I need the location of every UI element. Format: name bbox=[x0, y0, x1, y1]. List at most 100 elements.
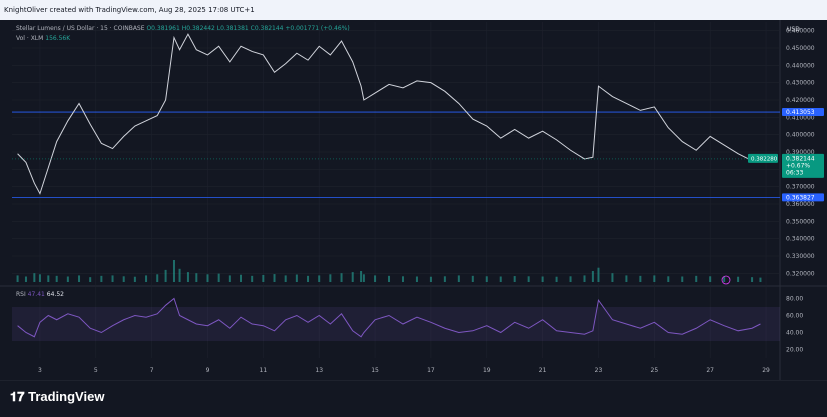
volume-bar bbox=[55, 275, 58, 282]
attribution-text: KnightOliver created with TradingView.co… bbox=[4, 6, 255, 14]
volume-bar bbox=[541, 276, 544, 282]
volume-bar bbox=[681, 276, 684, 282]
volume-bar bbox=[273, 274, 276, 282]
volume-bar bbox=[172, 260, 175, 282]
volume-bar bbox=[639, 275, 642, 282]
volume-bar bbox=[78, 275, 81, 282]
attribution-bar: KnightOliver created with TradingView.co… bbox=[0, 0, 827, 20]
time-tick-label: 13 bbox=[315, 367, 323, 374]
volume-bar bbox=[217, 273, 220, 282]
volume-bar bbox=[443, 276, 446, 282]
volume-bar bbox=[340, 273, 343, 282]
time-tick-label: 3 bbox=[38, 367, 42, 374]
rsi-tick-label: 40.00 bbox=[786, 330, 803, 337]
rsi-value: 47.41 bbox=[27, 291, 45, 298]
volume-bar bbox=[262, 274, 265, 282]
tv-logo-icon: 𝟏𝟕 bbox=[10, 389, 25, 404]
volume-bar bbox=[591, 271, 594, 282]
countdown-label: 06:33 bbox=[786, 169, 803, 176]
symbol-legend[interactable]: Stellar Lumens / US Dollar · 15 · COINBA… bbox=[16, 25, 350, 32]
volume-bar bbox=[122, 276, 125, 282]
price-series-line bbox=[17, 33, 761, 195]
rsi-legend[interactable]: RSI 47.41 64.52 bbox=[16, 291, 64, 298]
current-price-badge bbox=[782, 153, 824, 178]
volume-bar bbox=[284, 275, 287, 282]
volume-bar bbox=[295, 274, 298, 282]
tradingview-logo[interactable]: 𝟏𝟕 TradingView bbox=[10, 389, 104, 405]
volume-bar bbox=[362, 274, 365, 282]
volume-label: Vol · XLM bbox=[16, 35, 44, 42]
price-tick-label: 0.460000 bbox=[786, 28, 815, 35]
volume-bar bbox=[66, 276, 69, 282]
price-tick-label: 0.450000 bbox=[786, 45, 815, 52]
volume-bar bbox=[653, 275, 656, 282]
price-tick-label: 0.320000 bbox=[786, 270, 815, 277]
volume-bar bbox=[569, 276, 572, 282]
ohlc-values: O0.381961 H0.382442 L0.381381 C0.382144 … bbox=[146, 25, 350, 32]
price-tick-label: 0.430000 bbox=[786, 80, 815, 87]
volume-bar bbox=[360, 271, 363, 282]
volume-bar bbox=[47, 275, 50, 282]
time-tick-label: 19 bbox=[483, 367, 491, 374]
alert-clock-icon bbox=[721, 275, 731, 285]
volume-bar bbox=[251, 275, 254, 282]
level-badge bbox=[782, 193, 824, 202]
volume-bar bbox=[307, 275, 310, 282]
rsi-tick-label: 60.00 bbox=[786, 313, 803, 320]
rsi-band bbox=[12, 307, 780, 341]
volume-value: 156.56K bbox=[45, 35, 71, 42]
volume-bar bbox=[89, 277, 92, 282]
volume-bar bbox=[759, 277, 762, 282]
volume-legend[interactable]: Vol · XLM 156.56K bbox=[16, 35, 70, 42]
volume-bar bbox=[133, 276, 136, 282]
volume-bar bbox=[164, 269, 167, 282]
volume-bar bbox=[145, 275, 148, 282]
volume-bar bbox=[186, 272, 189, 282]
rsi-ma-value: 64.52 bbox=[46, 291, 64, 298]
volume-bar bbox=[667, 276, 670, 282]
time-tick-label: 5 bbox=[94, 367, 98, 374]
volume-bar bbox=[485, 276, 488, 282]
volume-bar bbox=[415, 276, 418, 282]
time-tick-label: 25 bbox=[651, 367, 659, 374]
volume-bar bbox=[38, 274, 41, 282]
volume-bar bbox=[156, 274, 159, 282]
volume-bar bbox=[388, 275, 391, 282]
volume-bar bbox=[195, 273, 198, 282]
volume-bar bbox=[16, 275, 19, 282]
symbol-name: Stellar Lumens / US Dollar · 15 · COINBA… bbox=[16, 25, 145, 32]
price-tick-label: 0.340000 bbox=[786, 236, 815, 243]
volume-bar bbox=[611, 273, 614, 282]
volume-bar bbox=[625, 275, 628, 282]
volume-bar bbox=[111, 275, 114, 282]
price-tick-label: 0.330000 bbox=[786, 253, 815, 260]
level-badge-label: 0.363827 bbox=[786, 194, 815, 201]
currency-label: USD bbox=[787, 26, 800, 33]
brand-name: TradingView bbox=[28, 389, 105, 404]
volume-bar bbox=[723, 276, 726, 282]
volume-bar bbox=[737, 276, 740, 282]
volume-bar bbox=[513, 276, 516, 282]
volume-bar bbox=[351, 272, 354, 282]
price-tick-label: 0.410000 bbox=[786, 114, 815, 121]
volume-bar bbox=[24, 276, 27, 282]
time-tick-label: 21 bbox=[539, 367, 547, 374]
volume-bar bbox=[178, 268, 181, 282]
level-badge bbox=[782, 108, 824, 117]
volume-bar bbox=[100, 275, 103, 282]
time-tick-label: 15 bbox=[371, 367, 379, 374]
volume-bar bbox=[751, 277, 754, 282]
volume-bar bbox=[555, 276, 558, 282]
rsi-tick-label: 80.00 bbox=[786, 296, 803, 303]
time-tick-label: 7 bbox=[150, 367, 154, 374]
time-tick-label: 11 bbox=[260, 367, 268, 374]
price-tick-label: 0.440000 bbox=[786, 62, 815, 69]
price-tick-label: 0.370000 bbox=[786, 184, 815, 191]
volume-bar bbox=[695, 275, 698, 282]
current-change-label: +0.67% bbox=[786, 162, 810, 169]
footer: 𝟏𝟕 TradingView bbox=[0, 380, 827, 417]
volume-bar bbox=[499, 276, 502, 282]
volume-bar bbox=[471, 275, 474, 282]
